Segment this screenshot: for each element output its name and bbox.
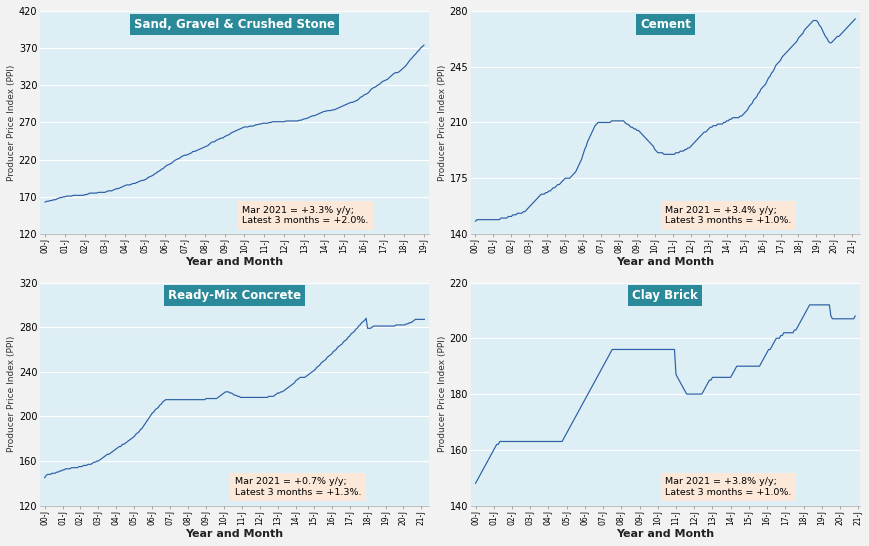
Text: Mar 2021 = +3.8% y/y;
Latest 3 months = +1.0%.: Mar 2021 = +3.8% y/y; Latest 3 months = …	[665, 477, 791, 497]
Text: Sand, Gravel & Crushed Stone: Sand, Gravel & Crushed Stone	[134, 17, 335, 31]
X-axis label: Year and Month: Year and Month	[185, 529, 283, 539]
Y-axis label: Producer Price Index (PPI): Producer Price Index (PPI)	[7, 64, 16, 181]
Text: Cement: Cement	[640, 17, 690, 31]
X-axis label: Year and Month: Year and Month	[615, 258, 713, 268]
Y-axis label: Producer Price Index (PPI): Producer Price Index (PPI)	[7, 336, 16, 452]
Y-axis label: Producer Price Index (PPI): Producer Price Index (PPI)	[437, 64, 447, 181]
Y-axis label: Producer Price Index (PPI): Producer Price Index (PPI)	[437, 336, 447, 452]
Text: Mar 2021 = +3.4% y/y;
Latest 3 months = +1.0%.: Mar 2021 = +3.4% y/y; Latest 3 months = …	[665, 206, 791, 225]
Text: Mar 2021 = +3.3% y/y;
Latest 3 months = +2.0%.: Mar 2021 = +3.3% y/y; Latest 3 months = …	[242, 206, 368, 225]
X-axis label: Year and Month: Year and Month	[615, 529, 713, 539]
Text: Mar 2021 = +0.7% y/y;
Latest 3 months = +1.3%.: Mar 2021 = +0.7% y/y; Latest 3 months = …	[235, 477, 361, 497]
X-axis label: Year and Month: Year and Month	[185, 258, 283, 268]
Text: Clay Brick: Clay Brick	[632, 289, 698, 302]
Text: Ready-Mix Concrete: Ready-Mix Concrete	[168, 289, 301, 302]
